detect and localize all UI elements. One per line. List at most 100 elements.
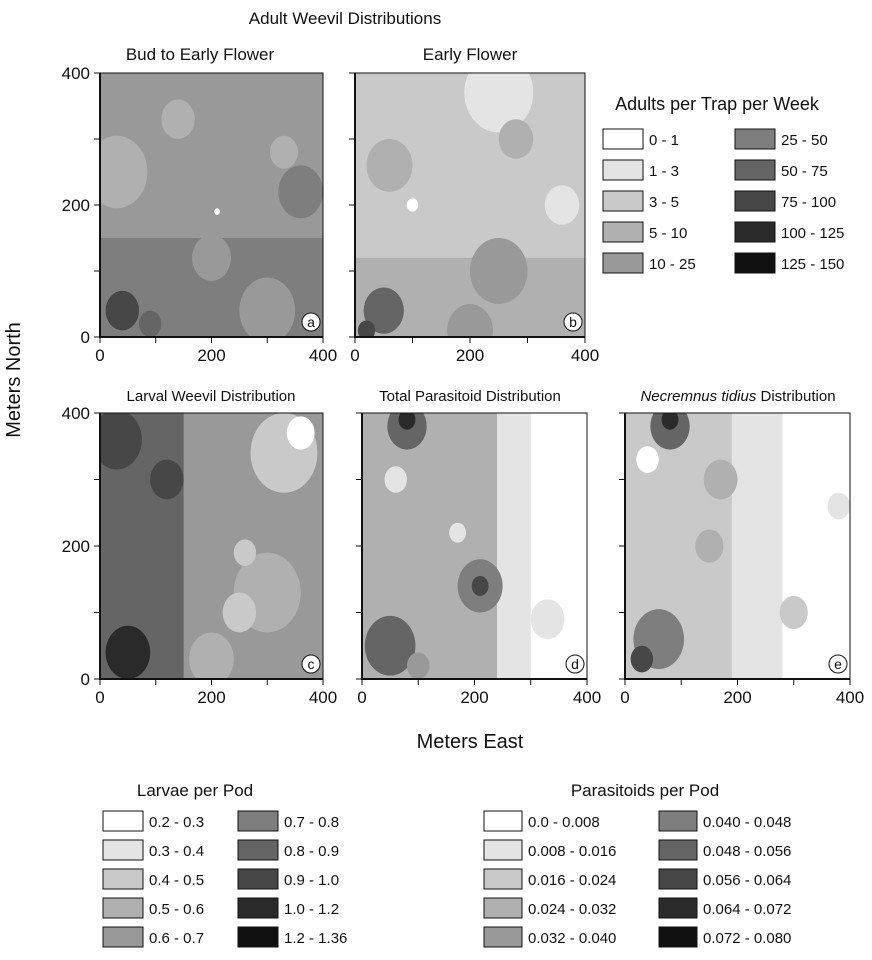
contour-region-a-0	[100, 135, 148, 209]
legend-adults-label: 75 - 100	[781, 194, 836, 211]
contour-region-c-6	[233, 539, 257, 566]
x-tick-label-c: 0	[95, 688, 104, 707]
contour-region-e-4	[636, 446, 659, 473]
legend-adults-label: 25 - 50	[781, 132, 828, 149]
legend-adults-label: 5 - 10	[649, 225, 687, 242]
legend-parasitoids-label: 0.048 - 0.056	[703, 843, 791, 860]
x-tick-label-d: 0	[357, 688, 366, 707]
legend-parasitoids: Parasitoids per Pod 0.0 - 0.008 0.008 - 0…	[483, 781, 791, 948]
panel-a: Bud to Early Flower 0 200 400 0 200 400 a	[62, 45, 338, 365]
panel-b: Early Flower 0 200 400 b	[349, 45, 599, 365]
legend-adults-swatch	[734, 128, 776, 150]
contour-region-a-5	[214, 208, 220, 215]
legend-adults-title: Adults per Trap per Week	[615, 94, 820, 114]
contour-region-a-6	[270, 135, 298, 169]
legend-adults-swatch	[734, 190, 776, 212]
contour-region-d-0	[387, 413, 427, 450]
contour-region-b-7	[363, 287, 404, 334]
panel-title-e-species: Necremnus tidius	[640, 388, 756, 405]
legend-parasitoids-swatch	[658, 868, 698, 890]
x-tick-label-c: 200	[197, 688, 225, 707]
x-tick-label-a: 200	[197, 346, 225, 365]
contour-region-c-5	[222, 592, 257, 633]
contour-region-c-7	[189, 632, 234, 679]
contour-region-e-3	[695, 529, 724, 563]
legend-larvae-swatch	[237, 897, 279, 919]
legend-larvae-title: Larvae per Pod	[137, 781, 253, 800]
panel-label-circle-d	[565, 654, 585, 674]
x-tick-label-b: 200	[456, 346, 484, 365]
legend-larvae-label: 0.9 - 1.0	[284, 872, 339, 889]
x-tick-label-e: 400	[836, 688, 864, 707]
contour-region-a-2	[278, 165, 323, 219]
legend-parasitoids-swatch	[658, 810, 698, 832]
panel-d-plot: 0 200 400 d	[356, 412, 601, 707]
panel-label-c: c	[308, 656, 315, 672]
legend-larvae-swatch	[237, 926, 279, 948]
panel-title-b: Early Flower	[423, 45, 518, 64]
legend-adults-swatch	[602, 128, 644, 150]
contour-region-c-1	[150, 459, 184, 500]
y-tick-label-a: 0	[81, 328, 90, 347]
y-tick-label-c: 400	[62, 404, 90, 423]
contour-region-e-2	[703, 459, 738, 500]
legend-adults-label: 3 - 5	[649, 194, 679, 211]
legend-parasitoids-label: 0.032 - 0.040	[528, 930, 616, 947]
legend-parasitoids-swatch	[483, 868, 523, 890]
y-tick-label-a: 400	[62, 64, 90, 83]
legend-parasitoids-label: 0.040 - 0.048	[703, 814, 791, 831]
contour-region-c-3	[286, 416, 315, 450]
contour-region-d-5	[449, 522, 467, 543]
legend-adults-label: 0 - 1	[649, 132, 679, 149]
legend-parasitoids-swatch	[658, 897, 698, 919]
contour-region-d-4	[384, 466, 407, 493]
contour-region-d-8	[407, 652, 430, 679]
contour-region-b-0	[464, 73, 534, 133]
legend-larvae-swatch	[102, 897, 144, 919]
contour-region-b-4	[447, 304, 493, 337]
legend-adults-swatch	[734, 221, 776, 243]
legend-larvae-swatch	[237, 810, 279, 832]
panel-title-a: Bud to Early Flower	[126, 45, 275, 64]
legend-larvae-label: 1.2 - 1.36	[284, 930, 347, 947]
legend-parasitoids-swatch	[483, 839, 523, 861]
x-axis-label: Meters East	[417, 731, 524, 753]
y-tick-label-a: 200	[62, 196, 90, 215]
x-tick-label-a: 0	[95, 346, 104, 365]
panel-label-d: d	[571, 656, 579, 672]
contour-region-a-1	[161, 99, 195, 139]
figure-title: Adult Weevil Distributions	[249, 9, 441, 28]
panel-d: Total Parasitoid Distribution 0 200 400 d	[356, 388, 601, 707]
panel-label-circle-c	[301, 654, 321, 674]
contour-region-d-3	[471, 575, 489, 596]
y-axis-label: Meters North	[3, 322, 25, 438]
legend-larvae-label: 0.4 - 0.5	[149, 872, 204, 889]
legend-parasitoids-label: 0.016 - 0.024	[528, 872, 616, 889]
panel-label-a: a	[307, 314, 315, 330]
y-tick-label-c: 0	[81, 670, 90, 689]
y-tick-label-c: 200	[62, 537, 90, 556]
legend-parasitoids-label: 0.024 - 0.032	[528, 901, 616, 918]
x-tick-label-e: 0	[620, 688, 629, 707]
legend-larvae: Larvae per Pod 0.2 - 0.3 0.3 - 0.4 0.4 - 0…	[102, 781, 347, 948]
legend-parasitoids-swatch	[658, 839, 698, 861]
legend-parasitoids-label: 0.056 - 0.064	[703, 872, 791, 889]
panel-e: Necremnus tidius Distribution 0 200 400 e	[619, 388, 864, 707]
legend-adults: Adults per Trap per Week 0 - 1 1 - 3 3 - 5…	[602, 94, 844, 274]
legend-parasitoids-label: 0.0 - 0.008	[528, 814, 600, 831]
legend-parasitoids-label: 0.072 - 0.080	[703, 930, 791, 947]
legend-adults-label: 10 - 25	[649, 256, 696, 273]
legend-larvae-swatch	[237, 868, 279, 890]
legend-parasitoids-title: Parasitoids per Pod	[571, 781, 719, 800]
contour-region-e-6	[827, 492, 850, 520]
legend-parasitoids-swatch	[483, 897, 523, 919]
contour-region-a-8	[139, 310, 162, 337]
legend-parasitoids-label: 0.064 - 0.072	[703, 901, 791, 918]
legend-adults-label: 125 - 150	[781, 256, 844, 273]
contour-region-d-6	[530, 599, 565, 640]
panel-c-plot: 0 200 400 0 200 400 c	[62, 404, 338, 707]
x-tick-label-c: 400	[309, 688, 337, 707]
contour-region-a-3	[191, 234, 232, 281]
legend-larvae-swatch	[102, 810, 144, 832]
x-tick-label-d: 400	[573, 688, 601, 707]
